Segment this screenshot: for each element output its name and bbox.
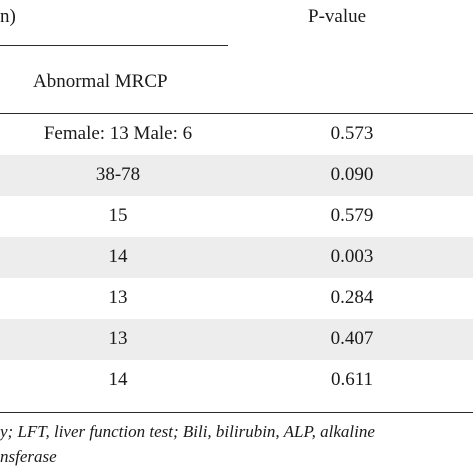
abnormal-cell: 14: [108, 369, 128, 390]
group-header-fragment: n): [0, 6, 16, 27]
footnote-line-2: nsferase: [0, 447, 57, 466]
abnormal-cell: 38-78: [95, 164, 141, 185]
pvalue-cell: 0.579: [330, 205, 374, 226]
pvalue-cell: 0.284: [330, 287, 374, 308]
table-row: 13 0.407: [0, 319, 473, 360]
abnormal-cell: 13: [108, 328, 128, 349]
group-header-rule: [0, 45, 228, 46]
abnormal-cell: 13: [108, 287, 128, 308]
table-row: 14 0.003: [0, 237, 473, 278]
abnormal-cell: 15: [108, 205, 128, 226]
footnote-line-1: y; LFT, liver function test; Bili, bilir…: [0, 422, 375, 441]
header-bottom-rule: [0, 113, 473, 114]
table-row: 15 0.579: [0, 196, 473, 237]
table-row: Female: 13 Male: 6 0.573: [0, 114, 473, 155]
pvalue-header: P-value: [308, 6, 367, 27]
table-row: 13 0.284: [0, 278, 473, 319]
pvalue-cell: 0.003: [330, 246, 374, 267]
table-bottom-rule: [0, 412, 473, 413]
abnormal-mrcp-header: Abnormal MRCP: [33, 71, 168, 92]
pvalue-cell: 0.573: [330, 123, 374, 144]
abnormal-cell: 14: [108, 246, 128, 267]
table-row: 38-78 0.090: [0, 155, 473, 196]
pvalue-cell: 0.090: [330, 164, 374, 185]
table-row: 14 0.611: [0, 360, 473, 401]
pvalue-cell: 0.407: [330, 328, 374, 349]
abnormal-cell: Female: 13 Male: 6: [43, 123, 193, 144]
pvalue-cell: 0.611: [330, 369, 374, 390]
